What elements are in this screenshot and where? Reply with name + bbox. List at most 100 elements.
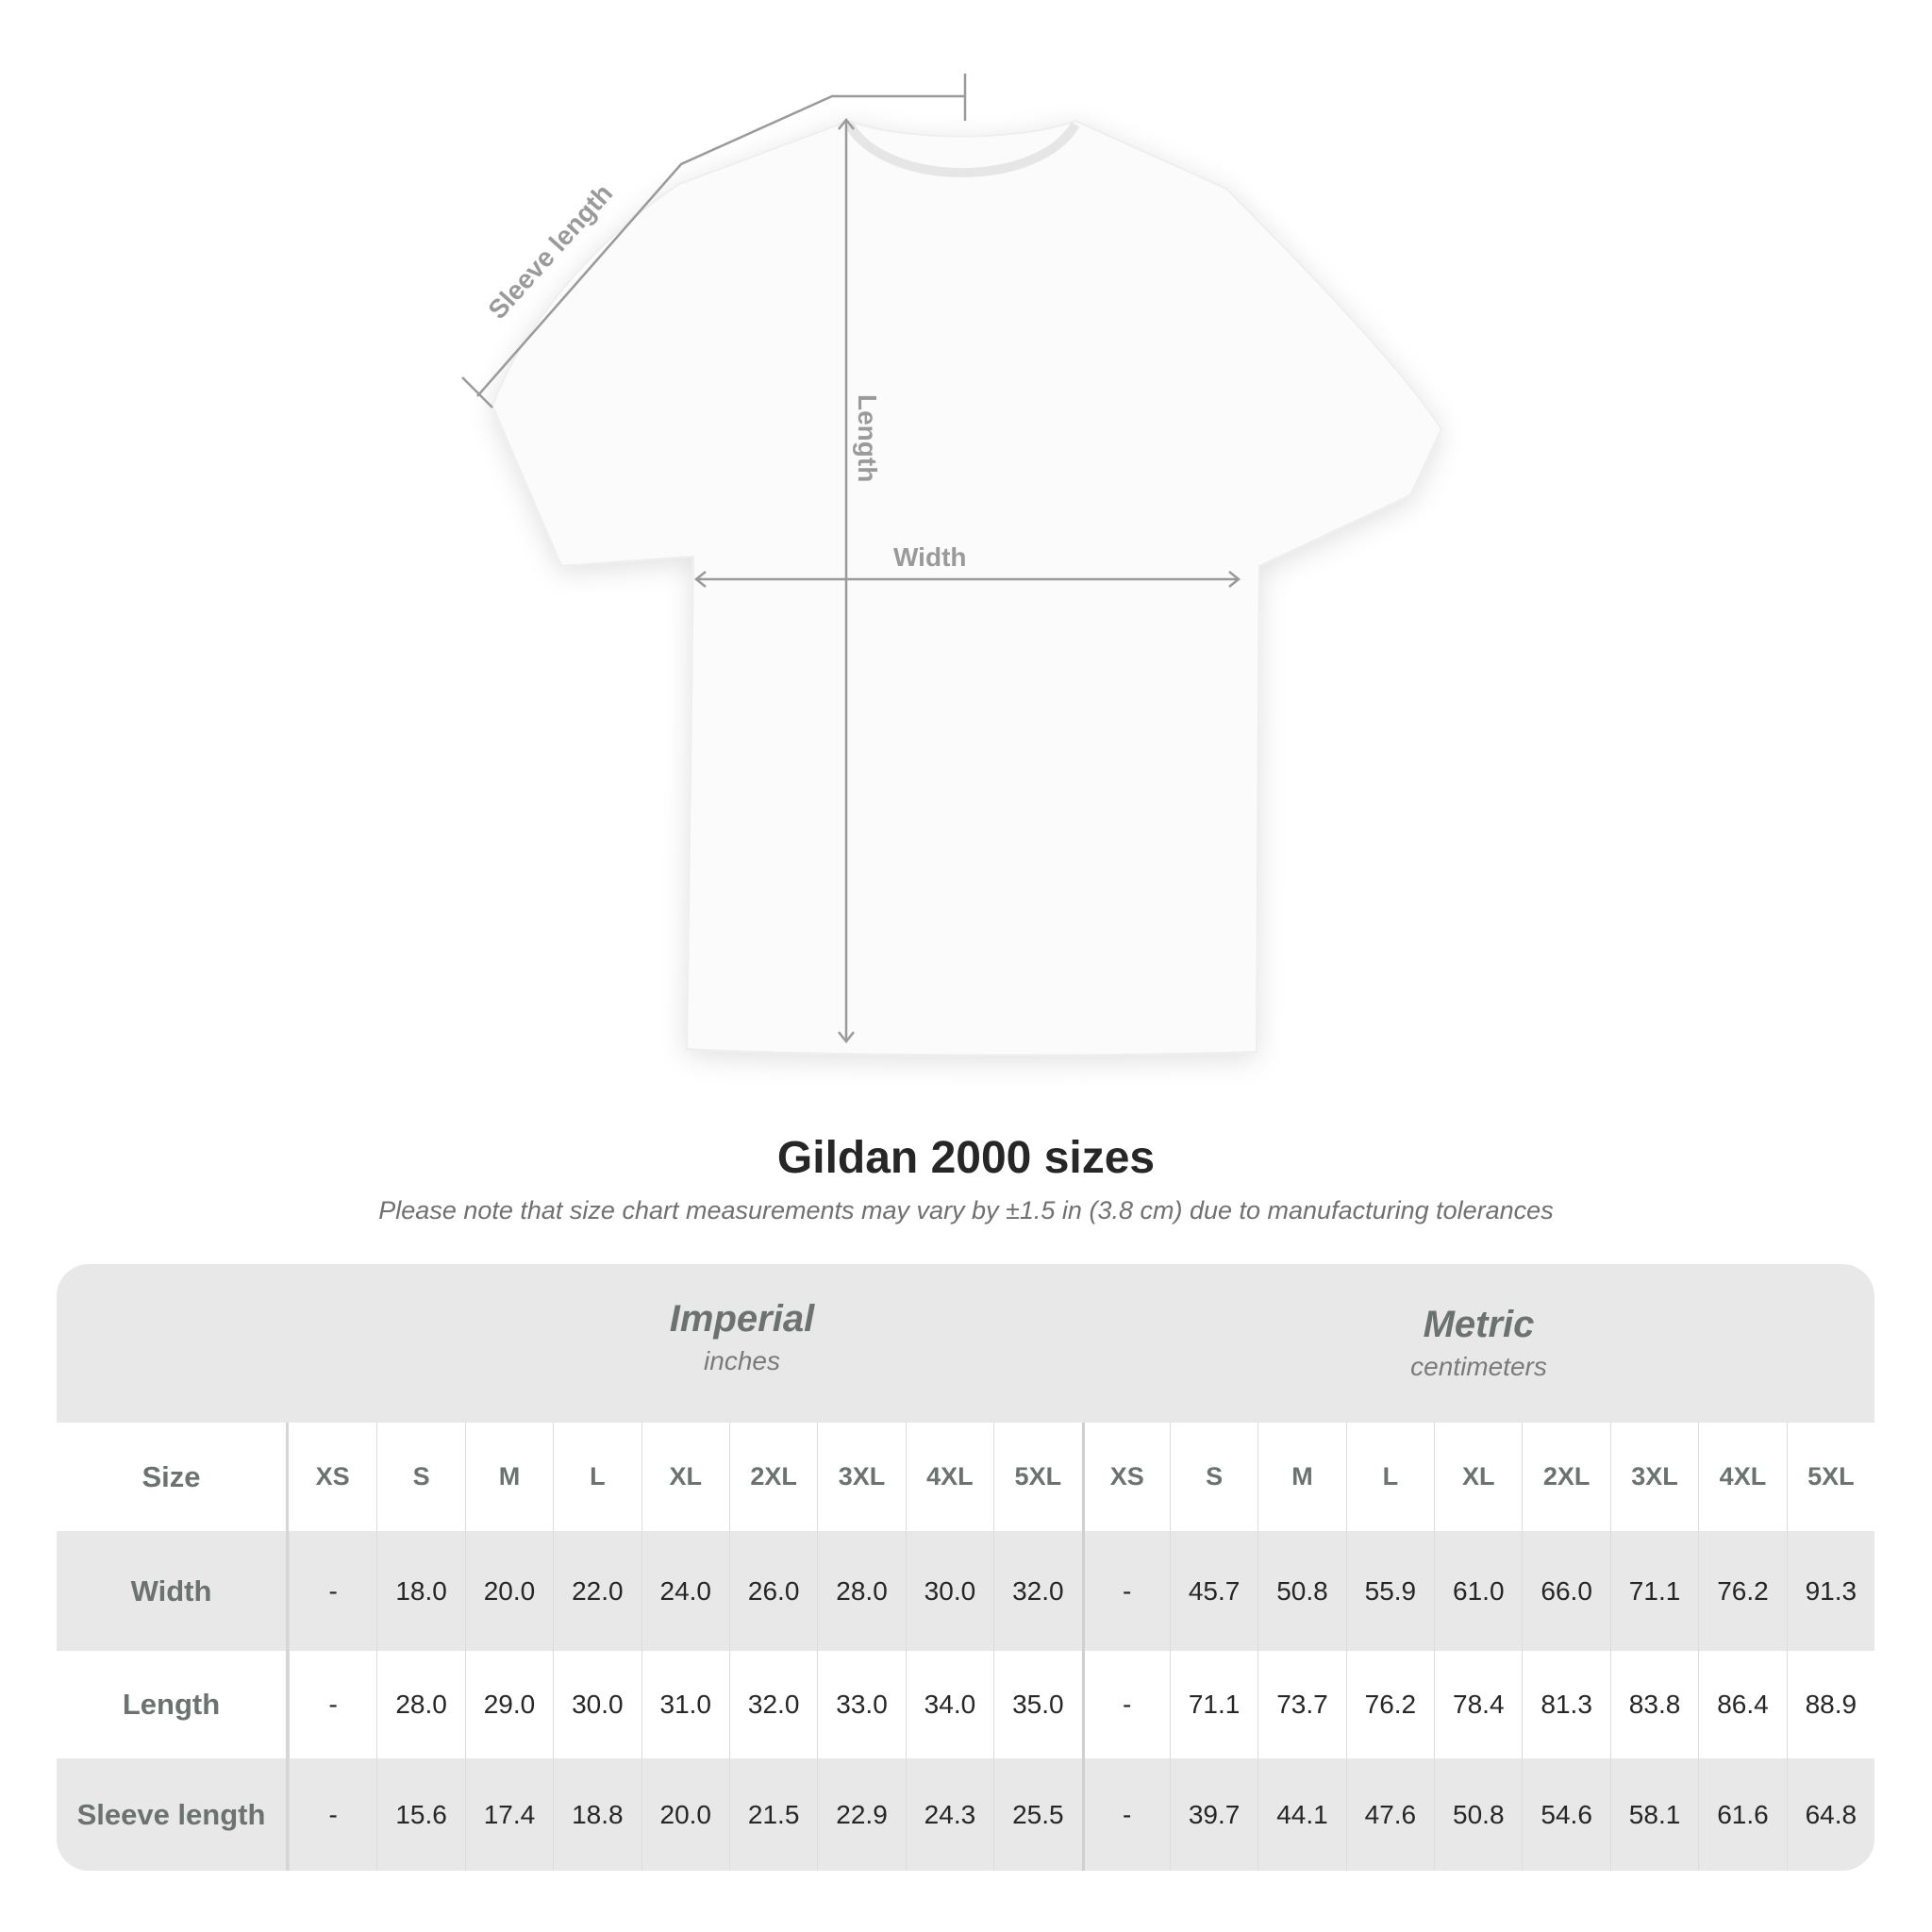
table-cell: 21.5 — [728, 1758, 817, 1871]
table-cell: 61.6 — [1698, 1758, 1786, 1871]
table-row: Length -28.0 29.0 30.0 31.0 32.0 33.0 34.0 35.0-… — [57, 1651, 1874, 1758]
table-cell: 44.1 — [1257, 1758, 1345, 1871]
table-cell: 32.0 — [993, 1531, 1081, 1651]
size-column-header: 2XL — [728, 1423, 817, 1531]
size-header-row: Size XS S M L XL 2XL 3XL 4XL 5XL XS S M L XL 2XL 3XL 4XL 5… — [57, 1423, 1874, 1531]
table-cell: 66.0 — [1522, 1531, 1609, 1651]
table-cell: 18.8 — [553, 1758, 641, 1871]
imperial-header: Imperial inches — [345, 1264, 1139, 1423]
length-arrow-top — [838, 117, 855, 130]
tolerance-note: Please note that size chart measurements… — [378, 1196, 1554, 1224]
table-cell: 35.0 — [993, 1651, 1081, 1758]
size-column-header: 4XL — [1698, 1423, 1786, 1531]
table-cell: 26.0 — [728, 1531, 817, 1651]
size-column-header: XS — [315, 1462, 350, 1491]
size-column-header: 3XL — [1609, 1423, 1698, 1531]
imperial-label: Imperial — [669, 1298, 815, 1340]
table-cell: 78.4 — [1434, 1651, 1522, 1758]
size-column-header: S — [376, 1423, 464, 1531]
table-cell: 34.0 — [905, 1651, 993, 1758]
size-column-header: M — [1257, 1423, 1345, 1531]
table-cell: 73.7 — [1257, 1651, 1345, 1758]
table-cell: 71.1 — [1609, 1531, 1698, 1651]
tshirt-collar — [844, 122, 1080, 177]
width-arrow-right — [1228, 571, 1241, 588]
table-cell: 91.3 — [1786, 1531, 1874, 1651]
table-cell: 30.0 — [905, 1531, 993, 1651]
table-cell: 24.0 — [641, 1531, 729, 1651]
row-label: Width — [57, 1531, 289, 1651]
size-column-header: 5XL — [1786, 1423, 1874, 1531]
size-label: Size — [57, 1423, 289, 1531]
width-label: Width — [893, 542, 967, 572]
table-cell: 47.6 — [1345, 1758, 1434, 1871]
table-cell: 18.0 — [376, 1531, 464, 1651]
table-cell: 28.0 — [376, 1651, 464, 1758]
length-label: Length — [853, 394, 882, 482]
table-cell: 31.0 — [641, 1651, 729, 1758]
table-cell: 88.9 — [1786, 1651, 1874, 1758]
metric-header: Metric centimeters — [1082, 1264, 1874, 1423]
metric-unit: centimeters — [1410, 1352, 1547, 1381]
table-row: Sleeve length -15.6 17.4 18.8 20.0 21.5 22.9 24… — [57, 1758, 1874, 1871]
size-column-header: 3XL — [817, 1423, 905, 1531]
table-cell: 17.4 — [464, 1758, 553, 1871]
table-cell: 39.7 — [1169, 1758, 1257, 1871]
table-cell: - — [289, 1758, 376, 1871]
row-label: Sleeve length — [57, 1758, 289, 1871]
page-title: Gildan 2000 sizes — [776, 1133, 1156, 1183]
table-cell: - — [289, 1531, 376, 1651]
size-column-header: XL — [1434, 1423, 1522, 1531]
size-column-header: XL — [641, 1423, 729, 1531]
metric-label: Metric — [1423, 1304, 1535, 1345]
table-cell: - — [1081, 1758, 1170, 1871]
tshirt-diagram: Sleeve length Length Width — [461, 74, 1443, 1057]
row-label: Length — [57, 1651, 289, 1758]
table-cell: - — [289, 1651, 376, 1758]
table-cell: - — [1081, 1651, 1170, 1758]
size-column-header: L — [553, 1423, 641, 1531]
table-cell: 20.0 — [641, 1758, 729, 1871]
table-cell: 64.8 — [1786, 1758, 1874, 1871]
table-cell: 20.0 — [464, 1531, 553, 1651]
size-column-header: L — [1345, 1423, 1434, 1531]
size-column-header: M — [464, 1423, 553, 1531]
length-arrow-bottom — [838, 1031, 855, 1044]
table-cell: 45.7 — [1169, 1531, 1257, 1651]
table-cell: 76.2 — [1698, 1531, 1786, 1651]
table-cell: 83.8 — [1609, 1651, 1698, 1758]
table-cell: 24.3 — [905, 1758, 993, 1871]
size-column-header: 5XL — [993, 1423, 1081, 1531]
table-cell: 22.9 — [817, 1758, 905, 1871]
table-cell: 15.6 — [376, 1758, 464, 1871]
table-cell: 25.5 — [993, 1758, 1081, 1871]
width-arrow-left — [693, 571, 707, 588]
table-row: Width -18.0 20.0 22.0 24.0 26.0 28.0 30.0 32.0-4… — [57, 1531, 1874, 1651]
table-cell: - — [1081, 1531, 1170, 1651]
table-cell: 28.0 — [817, 1531, 905, 1651]
size-column-header: 2XL — [1522, 1423, 1609, 1531]
size-table: Imperial inches Metric centimeters Size X… — [57, 1264, 1874, 1871]
table-cell: 61.0 — [1434, 1531, 1522, 1651]
size-column-header: S — [1169, 1423, 1257, 1531]
table-cell: 29.0 — [464, 1651, 553, 1758]
size-column-header: 4XL — [905, 1423, 993, 1531]
table-cell: 71.1 — [1169, 1651, 1257, 1758]
table-cell: 32.0 — [728, 1651, 817, 1758]
tshirt-body — [491, 119, 1443, 1057]
table-cell: 33.0 — [817, 1651, 905, 1758]
table-cell: 55.9 — [1345, 1531, 1434, 1651]
table-cell: 50.8 — [1434, 1758, 1522, 1871]
table-cell: 81.3 — [1522, 1651, 1609, 1758]
size-column-header: XS — [1081, 1423, 1170, 1531]
table-cell: 30.0 — [553, 1651, 641, 1758]
table-cell: 22.0 — [553, 1531, 641, 1651]
table-cell: 50.8 — [1257, 1531, 1345, 1651]
table-cell: 58.1 — [1609, 1758, 1698, 1871]
sleeve-line — [476, 94, 965, 397]
sleeve-tick-start — [461, 376, 493, 408]
imperial-unit: inches — [704, 1346, 780, 1375]
table-cell: 86.4 — [1698, 1651, 1786, 1758]
table-cell: 76.2 — [1345, 1651, 1434, 1758]
table-cell: 54.6 — [1522, 1758, 1609, 1871]
